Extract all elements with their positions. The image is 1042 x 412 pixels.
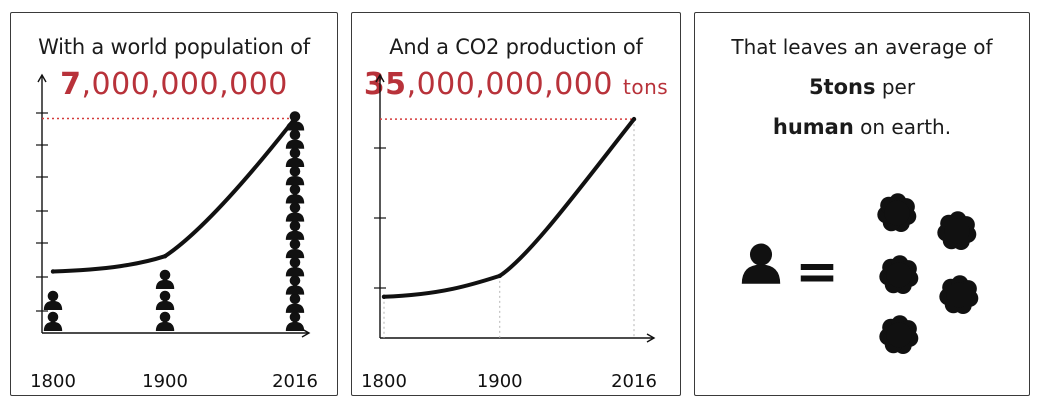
x-tick-label: 1900 bbox=[142, 371, 188, 392]
average-human-word: human bbox=[772, 115, 854, 139]
person-icon bbox=[741, 243, 781, 284]
co2-cloud-icon bbox=[877, 193, 917, 233]
person-icon bbox=[43, 311, 63, 332]
average-line-2-rest: per bbox=[875, 75, 916, 99]
co2-number-lead: 35 bbox=[363, 67, 407, 102]
equals-sign: = bbox=[795, 242, 839, 302]
population-panel: With a world population of 7,000,000,000… bbox=[10, 12, 338, 396]
data-point bbox=[162, 254, 168, 259]
co2-cloud-icon bbox=[879, 315, 919, 355]
x-axis-arrow bbox=[646, 333, 656, 343]
co2-chart bbox=[374, 73, 656, 343]
co2-number-unit: tons bbox=[623, 75, 669, 99]
series-line bbox=[382, 117, 636, 299]
co2-number-rest: ,000,000,000 bbox=[406, 67, 613, 102]
co2-number: 35,000,000,000 tons bbox=[352, 67, 680, 102]
co2-clouds-group bbox=[877, 193, 979, 355]
population-number-lead: 7 bbox=[60, 67, 82, 102]
data-point bbox=[381, 294, 387, 299]
series-line bbox=[51, 116, 297, 274]
person-icon bbox=[741, 243, 781, 284]
x-tick-label: 1800 bbox=[361, 371, 407, 392]
person-icon bbox=[285, 202, 305, 222]
average-line-2: 5tons per bbox=[695, 75, 1029, 99]
x-tick-label: 1900 bbox=[476, 371, 523, 392]
person-icon bbox=[285, 275, 305, 295]
person-icon bbox=[285, 147, 305, 168]
person-icon bbox=[285, 293, 305, 313]
person-icon bbox=[285, 238, 305, 259]
person-icon bbox=[285, 165, 305, 186]
person-icon bbox=[285, 257, 305, 277]
y-axis-arrow bbox=[37, 73, 47, 83]
population-chart bbox=[36, 73, 311, 338]
population-heading: With a world population of bbox=[38, 35, 310, 59]
data-point bbox=[497, 273, 502, 279]
population-number: 7,000,000,000 bbox=[11, 67, 337, 102]
person-icon bbox=[285, 184, 305, 204]
co2-panel: And a CO2 production of 35,000,000,000 t… bbox=[351, 12, 681, 396]
data-point bbox=[631, 116, 637, 122]
average-line-3: human on earth. bbox=[695, 115, 1029, 139]
co2-heading: And a CO2 production of bbox=[389, 35, 643, 59]
person-icon bbox=[285, 311, 305, 332]
x-tick-label: 2016 bbox=[272, 371, 318, 392]
person-icon bbox=[155, 269, 175, 290]
person-icon bbox=[285, 129, 305, 149]
data-point bbox=[50, 269, 56, 274]
co2-cloud-icon bbox=[939, 275, 979, 315]
person-icon bbox=[155, 311, 175, 332]
average-panel: That leaves an average of 5tons per huma… bbox=[694, 12, 1030, 396]
person-icon bbox=[155, 290, 175, 311]
x-axis-arrow bbox=[301, 328, 311, 338]
person-icon bbox=[285, 220, 305, 240]
average-amount: 5tons bbox=[808, 75, 876, 99]
co2-cloud-icon bbox=[879, 255, 919, 295]
x-tick-label: 2016 bbox=[611, 371, 657, 392]
person-icon bbox=[285, 111, 305, 131]
co2-cloud-icon bbox=[937, 211, 977, 251]
population-number-rest: ,000,000,000 bbox=[81, 67, 288, 102]
y-axis-arrow bbox=[375, 73, 385, 83]
average-line-3-rest: on earth. bbox=[853, 115, 952, 139]
average-line-1: That leaves an average of bbox=[731, 35, 993, 59]
person-icon bbox=[43, 290, 63, 311]
person-equals-clouds: = bbox=[741, 193, 979, 355]
x-tick-label: 1800 bbox=[30, 371, 76, 392]
